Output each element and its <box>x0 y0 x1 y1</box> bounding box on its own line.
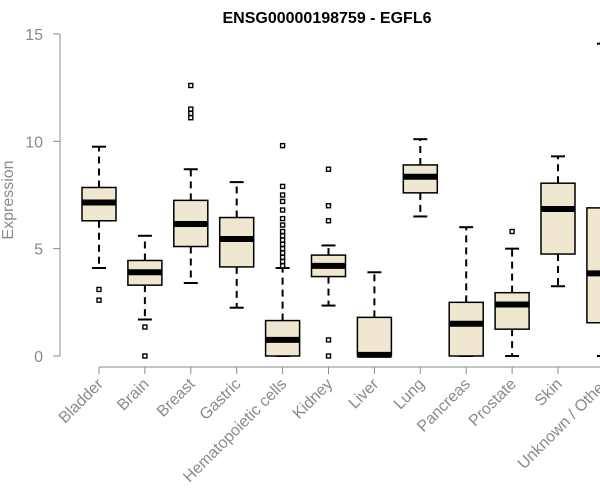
outlier-point <box>279 198 286 205</box>
outlier-point <box>509 228 515 235</box>
box-breast <box>173 82 209 285</box>
outlier-point <box>325 337 332 343</box>
box-unknown-other <box>586 42 600 357</box>
outlier-point <box>279 263 286 269</box>
outlier-point <box>325 203 332 209</box>
outlier-point <box>279 192 286 198</box>
x-tick-label: Brain <box>114 376 152 414</box>
outlier-point <box>325 166 332 172</box>
box-skin <box>540 155 576 288</box>
outlier-point <box>279 245 286 252</box>
outlier-point <box>279 254 286 260</box>
outlier-point <box>279 250 286 256</box>
outlier-point <box>188 115 194 121</box>
outlier-point <box>325 218 332 224</box>
box-hematopoietic-cells <box>264 142 301 357</box>
x-tick-label: Kidney <box>290 376 337 423</box>
box-brain <box>127 234 163 359</box>
outlier-point <box>279 233 286 239</box>
outlier-point <box>142 324 148 330</box>
x-tick-label: Bladder <box>56 375 107 426</box>
outlier-point <box>96 297 102 303</box>
iqr-box <box>356 316 393 357</box>
box-liver <box>356 271 393 358</box>
outlier-point <box>279 183 286 190</box>
outlier-point <box>279 142 286 149</box>
outlier-point <box>96 286 102 293</box>
box-lung <box>402 138 439 218</box>
outlier-point <box>279 228 286 235</box>
y-tick-label: 0 <box>34 349 43 366</box>
iqr-box <box>448 301 484 357</box>
box-pancreas <box>448 226 484 357</box>
x-tick-label: Breast <box>154 375 199 420</box>
outlier-point <box>188 82 194 89</box>
y-tick-label: 15 <box>25 27 43 44</box>
box-gastric <box>218 181 255 309</box>
y-axis: 0 5 10 15 <box>25 27 61 366</box>
y-tick-label: 10 <box>25 134 43 151</box>
iqr-box <box>586 207 600 324</box>
outlier-point <box>188 106 194 112</box>
box-kidney <box>310 166 347 359</box>
outlier-point <box>325 353 332 359</box>
outlier-point <box>279 237 286 243</box>
outlier-point <box>279 207 286 213</box>
outlier-point <box>142 353 148 359</box>
outlier-point <box>279 241 286 248</box>
outlier-point <box>279 215 286 222</box>
x-tick-label: Liver <box>346 375 383 412</box>
outlier-point <box>279 258 286 265</box>
chart-title: ENSG00000198759 - EGFL6 <box>222 10 431 27</box>
outlier-point <box>279 222 286 228</box>
y-axis-label: Expression <box>0 160 17 239</box>
iqr-box <box>540 182 576 255</box>
x-tick-label: Lung <box>391 376 428 413</box>
iqr-box <box>494 291 530 330</box>
iqr-box <box>218 216 255 268</box>
outlier-point <box>188 110 194 117</box>
box-prostate <box>494 228 530 357</box>
x-tick-label: Prostate <box>466 376 520 430</box>
x-tick-label: Skin <box>532 376 566 410</box>
y-tick-label: 5 <box>34 242 43 259</box>
box-bladder <box>81 145 117 303</box>
plot-area <box>81 42 600 359</box>
